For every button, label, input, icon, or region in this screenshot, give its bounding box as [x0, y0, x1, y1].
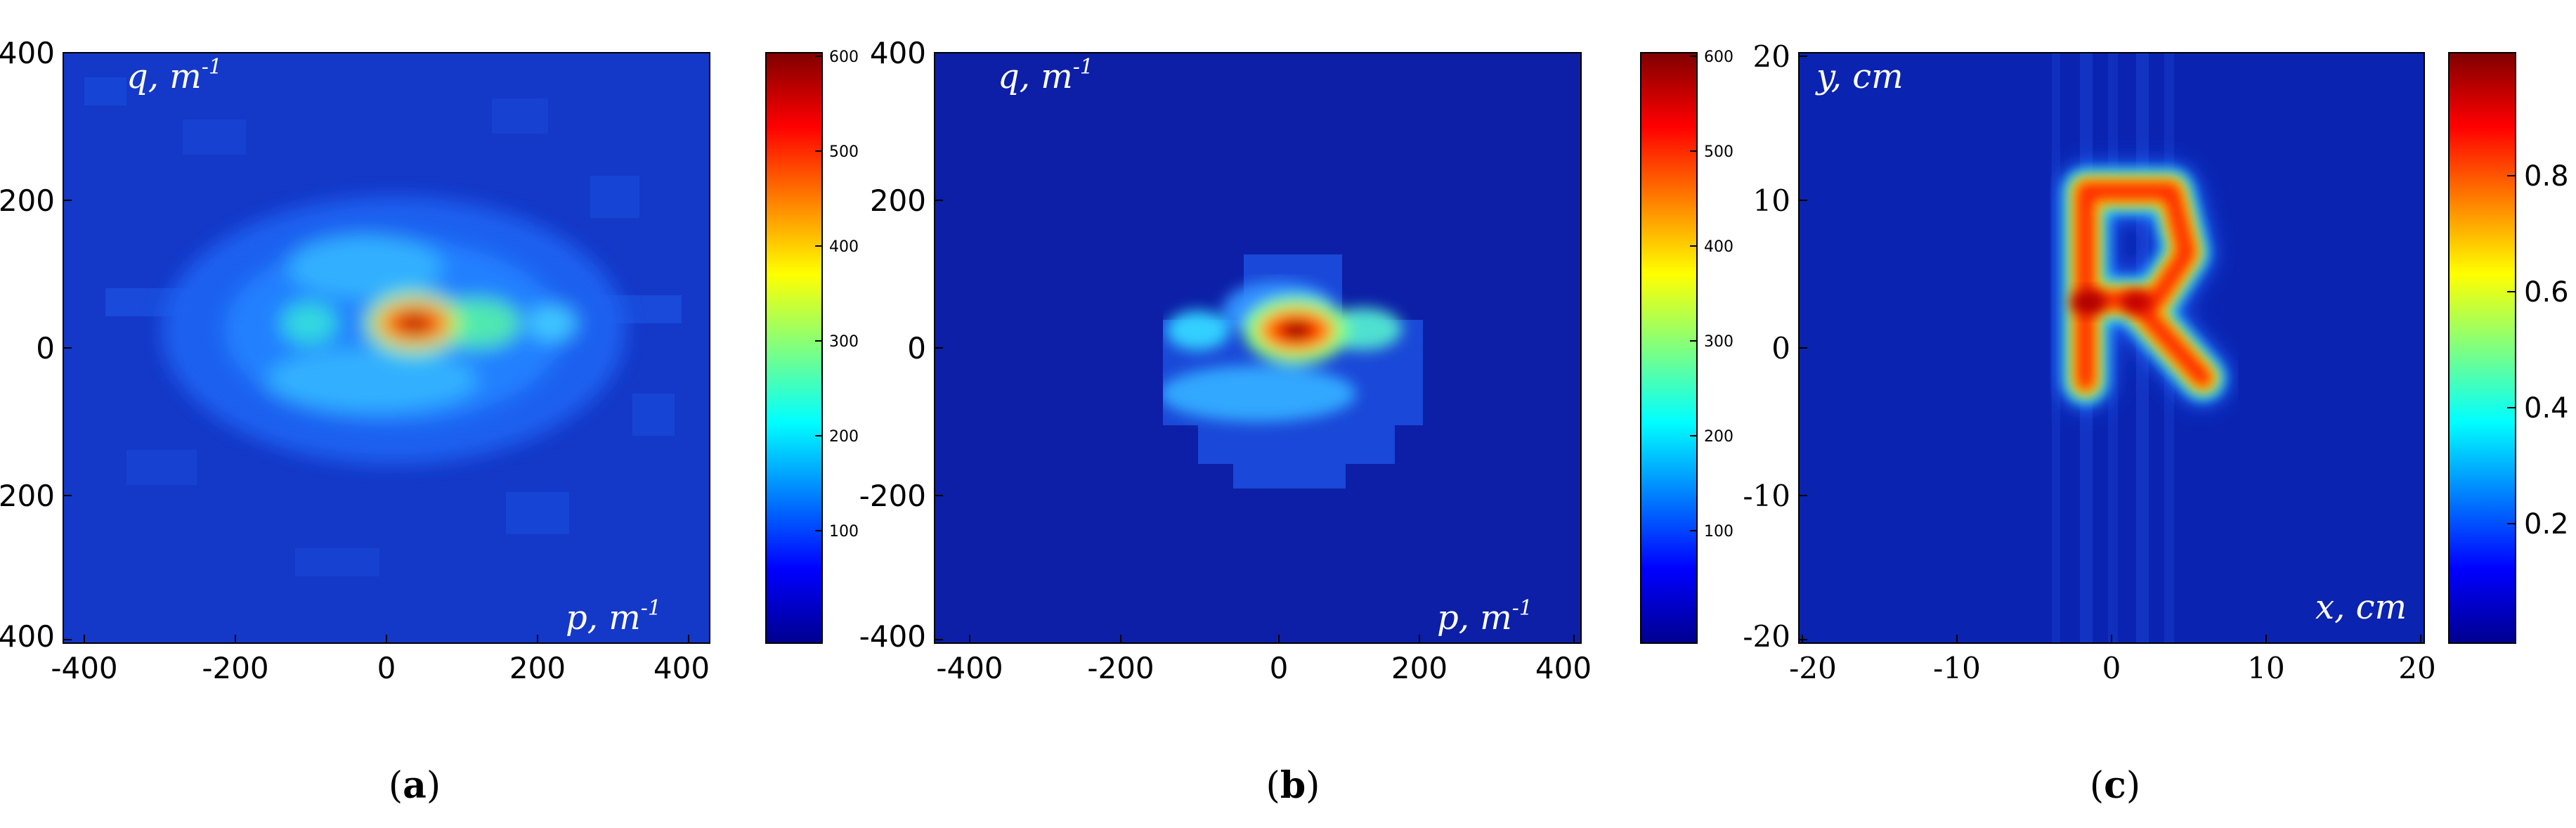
heatmap-a-intensity	[162, 197, 625, 464]
x-tick-label: 0	[377, 651, 396, 685]
y-tick-label: 400	[0, 36, 55, 70]
colorbar-b-tick-marks	[1690, 56, 1697, 531]
y-axis-label: q, m-1	[126, 55, 222, 96]
panel-a-caption: (a)	[389, 764, 441, 807]
panel-c-caption: (c)	[2090, 764, 2140, 807]
plot-c-x-tick-marks	[1802, 635, 2421, 643]
y-tick-label: 0	[907, 331, 926, 366]
y-tick-label: 10	[1753, 183, 1790, 218]
x-axis-label: x, cm	[2315, 588, 2407, 627]
y-tick-label: 200	[870, 183, 926, 218]
x-tick-label: -400	[936, 651, 1003, 685]
plot-c-y-tick-marks	[1799, 56, 1807, 640]
colorbar-tick-label: 600	[1704, 48, 1733, 66]
y-tick-label: 0	[1771, 331, 1790, 366]
panel-a: -400 -200 0 200 400 400 200 0 -200 -400 …	[0, 36, 859, 807]
plot-a-x-tick-marks	[84, 635, 689, 643]
colorbar-c-tick-marks	[2507, 175, 2516, 524]
heatmap-c-letter-peaks	[2070, 290, 2152, 315]
y-tick-label: -20	[1743, 619, 1790, 654]
colorbar-tick-label: 0.2	[2524, 508, 2569, 541]
x-tick-label: 200	[1391, 651, 1448, 685]
heatmap-a-field	[84, 77, 682, 576]
x-axis-label: p, m-1	[1437, 596, 1533, 638]
panel-c: -20 -10 0 10 20 20 10 0 -10 -20 y, cm x,…	[1743, 39, 2568, 807]
y-tick-label: -200	[0, 479, 55, 513]
x-tick-label: -10	[1933, 651, 1981, 685]
colorbar-c	[2448, 52, 2516, 644]
colorbar-tick-label: 400	[1704, 238, 1733, 256]
y-tick-label: 200	[0, 183, 55, 218]
x-tick-label: 400	[1535, 651, 1592, 685]
colorbar-tick-label: 0.4	[2524, 392, 2569, 425]
x-tick-label: -20	[1789, 651, 1837, 685]
panel-b: -400 -200 0 200 400 400 200 0 -200 -400 …	[859, 36, 1733, 807]
x-tick-label: 200	[509, 651, 566, 685]
x-tick-label: 20	[2398, 651, 2435, 685]
y-tick-label: -400	[859, 619, 926, 654]
colorbar-tick-label: 100	[829, 523, 859, 541]
colorbar-tick-label: 500	[1704, 143, 1733, 161]
x-tick-label: -200	[1087, 651, 1154, 685]
x-tick-label: 400	[653, 651, 710, 685]
colorbar-tick-label: 0.6	[2524, 276, 2569, 309]
colorbar-a-tick-marks	[815, 56, 822, 531]
colorbar-tick-label: 200	[829, 428, 859, 446]
plot-b-y-tick-marks	[935, 52, 943, 640]
heatmap-b-field	[1163, 254, 1423, 489]
colorbar-tick-label: 0.8	[2524, 160, 2569, 193]
colorbar-tick-label: 300	[1704, 333, 1733, 351]
x-tick-label: 0	[2102, 651, 2121, 685]
y-tick-label: 20	[1753, 39, 1790, 74]
colorbar-tick-label: 100	[1704, 523, 1733, 541]
heatmap-b-intensity	[1163, 281, 1402, 422]
colorbar-tick-label: 300	[829, 333, 859, 351]
y-tick-label: -10	[1743, 479, 1790, 513]
panel-b-caption: (b)	[1266, 764, 1320, 807]
x-tick-label: 10	[2247, 651, 2284, 685]
colorbar-tick-label: 500	[829, 143, 859, 161]
y-tick-label: -400	[0, 619, 55, 654]
y-axis-label: y, cm	[1815, 57, 1904, 96]
plot-b-x-tick-marks	[969, 635, 1575, 643]
x-tick-label: 0	[1270, 651, 1289, 685]
plot-a-y-tick-marks	[63, 52, 72, 640]
x-tick-label: -400	[51, 651, 117, 685]
x-tick-label: -200	[202, 651, 268, 685]
colorbar-tick-label: 600	[829, 48, 859, 66]
y-axis-label: q, m-1	[998, 55, 1093, 96]
colorbar-tick-label: 400	[829, 238, 859, 256]
colorbar-b	[1640, 52, 1698, 644]
y-tick-label: -200	[859, 479, 926, 513]
heatmap-c-field	[2052, 53, 2227, 643]
x-axis-label: p, m-1	[566, 596, 661, 638]
y-tick-label: 400	[870, 36, 926, 70]
colorbar-a	[765, 52, 823, 644]
y-tick-label: 0	[36, 331, 55, 366]
colorbar-tick-label: 200	[1704, 428, 1733, 446]
